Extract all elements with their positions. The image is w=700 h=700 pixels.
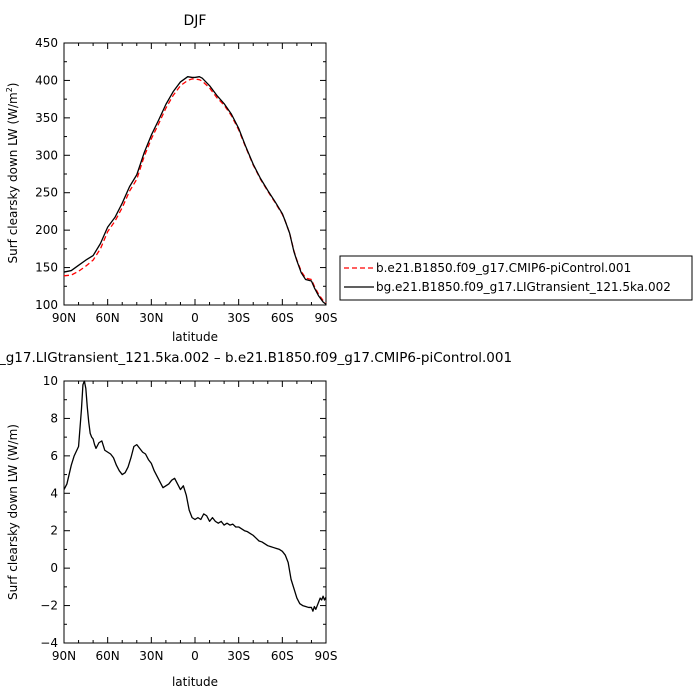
x-tick-label: 30S bbox=[227, 649, 250, 663]
top-panel: DJF Surf clearsky down LW (W/m2) latitud… bbox=[5, 13, 693, 344]
bottom-panel: bg.e21.B1850.f09_g17.LIGtransient_121.5k… bbox=[0, 350, 512, 689]
bottom-xlabel: latitude bbox=[172, 675, 218, 689]
y-tick-label: 250 bbox=[35, 186, 58, 200]
x-tick-label: 90S bbox=[315, 649, 338, 663]
series-line-0 bbox=[63, 78, 327, 304]
x-tick-label: 90S bbox=[315, 311, 338, 325]
y-tick-label: −4 bbox=[40, 636, 58, 650]
series-line-1 bbox=[63, 76, 327, 305]
x-tick-label: 30S bbox=[227, 311, 250, 325]
bottom-title: bg.e21.B1850.f09_g17.LIGtransient_121.5k… bbox=[0, 350, 512, 366]
y-tick-label: 400 bbox=[35, 73, 58, 87]
y-tick-label: 2 bbox=[50, 524, 58, 538]
x-tick-label: 30N bbox=[139, 649, 163, 663]
y-tick-label: 200 bbox=[35, 223, 58, 237]
bottom-ylabel: Surf clearsky down LW (W/m) bbox=[6, 424, 20, 600]
legend-label-ligtransient: bg.e21.B1850.f09_g17.LIGtransient_121.5k… bbox=[376, 280, 671, 294]
x-tick-label: 60S bbox=[271, 649, 294, 663]
legend: b.e21.B1850.f09_g17.CMIP6-piControl.001 … bbox=[339, 255, 693, 301]
plot-frame bbox=[63, 380, 327, 644]
y-tick-label: 6 bbox=[50, 449, 58, 463]
y-tick-label: 350 bbox=[35, 111, 58, 125]
legend-frame bbox=[339, 255, 693, 301]
top-plot-area: 90N 60N 30N 0 30S 60S 90S 100 150 200 250 300 350 400… bbox=[35, 36, 337, 325]
bottom-plot-area: 90N 60N 30N 0 30S 60S 90S −4 −2 0 2 4 6 8 10 bbox=[40, 374, 337, 663]
top-xlabel: latitude bbox=[172, 330, 218, 344]
top-title: DJF bbox=[184, 13, 207, 29]
x-tick-label: 0 bbox=[191, 649, 199, 663]
y-tick-label: −2 bbox=[40, 599, 58, 613]
x-tick-label: 60N bbox=[96, 649, 120, 663]
y-tick-label: 4 bbox=[50, 486, 58, 500]
legend-label-picontrol: b.e21.B1850.f09_g17.CMIP6-piControl.001 bbox=[376, 261, 631, 275]
x-tick-label: 60S bbox=[271, 311, 294, 325]
plot-frame bbox=[63, 42, 327, 306]
x-tick-label: 90N bbox=[52, 649, 76, 663]
series-line-0 bbox=[63, 380, 327, 612]
top-ylabel: Surf clearsky down LW (W/m2) bbox=[5, 82, 20, 263]
y-tick-label: 300 bbox=[35, 148, 58, 162]
y-tick-label: 0 bbox=[50, 561, 58, 575]
x-tick-label: 90N bbox=[52, 311, 76, 325]
x-tick-label: 30N bbox=[139, 311, 163, 325]
x-tick-label: 0 bbox=[191, 311, 199, 325]
y-tick-label: 10 bbox=[43, 374, 58, 388]
y-tick-label: 150 bbox=[35, 261, 58, 275]
y-tick-label: 450 bbox=[35, 36, 58, 50]
y-tick-label: 100 bbox=[35, 298, 58, 312]
x-tick-label: 60N bbox=[96, 311, 120, 325]
y-tick-label: 8 bbox=[50, 411, 58, 425]
